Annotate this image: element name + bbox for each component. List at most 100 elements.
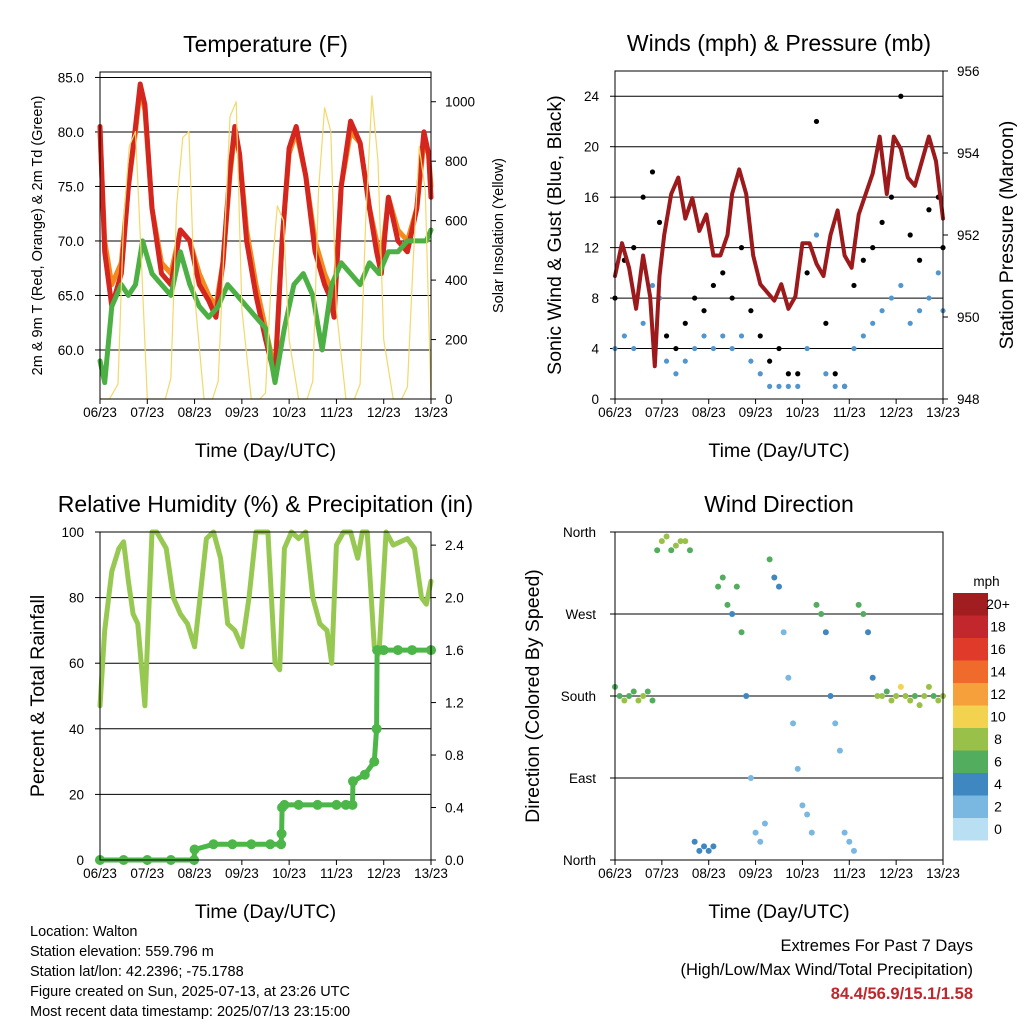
station-info: Location: Walton Station elevation: 559.… [30, 922, 350, 1022]
wind-point [692, 345, 698, 352]
wind-point [870, 320, 876, 326]
x-tick-label: 06/23 [598, 866, 632, 881]
precip-point [347, 799, 358, 810]
wind-point [813, 232, 820, 238]
direction-point [663, 533, 670, 540]
x-tick-label: 07/23 [130, 866, 164, 881]
direction-point [911, 693, 918, 699]
direction-point [696, 847, 703, 854]
y-right-tick-label: 2.4 [445, 538, 464, 553]
plot-frame [614, 531, 944, 861]
wind-direction-panel: Wind DirectionNorthEastSouthWestNorth06/… [522, 491, 1010, 923]
chart-title: Relative Humidity (%) & Precipitation (i… [58, 491, 473, 517]
direction-point [766, 556, 773, 563]
x-tick-label: 13/23 [926, 405, 960, 420]
legend-label: 18 [990, 619, 1006, 635]
y-right-axis-label: Solar Insolation (Yellow) [491, 158, 507, 313]
legend-label: 2 [994, 799, 1002, 815]
direction-point [860, 611, 867, 617]
y-tick-label: 85.0 [58, 70, 84, 85]
wind-point [916, 308, 923, 314]
y-right-tick-label: 948 [957, 392, 980, 407]
direction-point [715, 583, 722, 590]
wind-point [898, 282, 904, 289]
y-tick-label: 75.0 [58, 179, 84, 194]
wind-point [813, 118, 820, 125]
y-tick-label: 40 [69, 722, 84, 737]
wind-point [804, 345, 810, 352]
direction-point [879, 693, 886, 699]
wind-point [785, 371, 791, 377]
latlon-text: Station lat/lon: 42.2396; -75.1788 [30, 964, 244, 980]
wind-point [888, 194, 895, 200]
wind-point [710, 345, 717, 352]
direction-point [846, 838, 853, 845]
y-axis-label: Sonic Wind & Gust (Blue, Black) [544, 95, 566, 375]
chart-title: Winds (mph) & Pressure (mb) [627, 30, 931, 56]
wind-point [656, 219, 663, 225]
direction-point [921, 693, 928, 699]
direction-point [752, 829, 759, 836]
y-tick-label: West [565, 607, 596, 622]
y-right-tick-label: 1000 [445, 95, 475, 110]
wind-point [748, 308, 754, 314]
plot-frame [99, 531, 432, 861]
x-tick-label: 08/23 [692, 405, 726, 420]
x-tick-label: 10/23 [272, 405, 306, 420]
wind-point [832, 371, 838, 377]
extremes-title: Extremes For Past 7 Days [780, 937, 973, 955]
direction-point [790, 720, 797, 727]
y-tick-label: 60 [69, 656, 84, 671]
precip-point [276, 839, 287, 850]
direction-point [794, 765, 801, 772]
direction-point [724, 601, 731, 608]
y-right-tick-label: 0.8 [445, 748, 464, 763]
direction-point [630, 688, 637, 695]
direction-point [869, 674, 876, 681]
wind-point [888, 295, 895, 301]
direction-point [710, 843, 717, 850]
direction-point [729, 611, 736, 617]
legend-swatch [953, 795, 988, 818]
y-tick-label: South [561, 689, 596, 704]
direction-point [654, 547, 661, 554]
wind-point [907, 232, 913, 238]
direction-point [808, 829, 815, 836]
x-tick-label: 06/23 [83, 866, 117, 881]
y-right-tick-label: 0.0 [445, 853, 464, 868]
y-right-tick-label: 950 [957, 310, 980, 325]
x-tick-label: 11/23 [320, 405, 353, 420]
wind-point [738, 245, 745, 251]
legend-swatch [953, 773, 988, 796]
legend-swatch [953, 638, 988, 661]
y-right-tick-label: 954 [957, 146, 980, 161]
elevation-text: Station elevation: 559.796 m [30, 944, 214, 960]
wind-point [879, 219, 885, 225]
wind-point [785, 383, 791, 389]
legend-label: 4 [994, 776, 1002, 792]
direction-point [771, 574, 778, 581]
y-tick-label: East [569, 771, 596, 786]
y-tick-label: 60.0 [58, 343, 84, 358]
direction-point [799, 802, 806, 809]
y-right-axis-label: Station Pressure (Maroon) [996, 121, 1018, 350]
x-tick-label: 08/23 [178, 866, 212, 881]
x-tick-label: 12/23 [879, 866, 913, 881]
wind-point [851, 345, 857, 352]
y-right-tick-label: 0.4 [445, 801, 464, 816]
temperature-panel: Temperature (F) 60.0 65.0 70.0 75.0 80.0 85.0 0… [30, 31, 507, 462]
x-tick-label: 06/23 [598, 405, 632, 420]
legend-swatch [953, 818, 988, 841]
wind-point [823, 371, 829, 377]
wind-point [926, 295, 932, 301]
legend-swatch [953, 660, 988, 683]
precip-point [293, 799, 304, 810]
wind-point [907, 320, 913, 326]
x-axis-label: Time (Day/UTC) [708, 901, 849, 923]
direction-point [658, 538, 665, 545]
wind-point [720, 270, 726, 276]
direction-point [761, 820, 768, 827]
y-right-tick-label: 952 [957, 228, 980, 243]
direction-point [776, 583, 782, 590]
